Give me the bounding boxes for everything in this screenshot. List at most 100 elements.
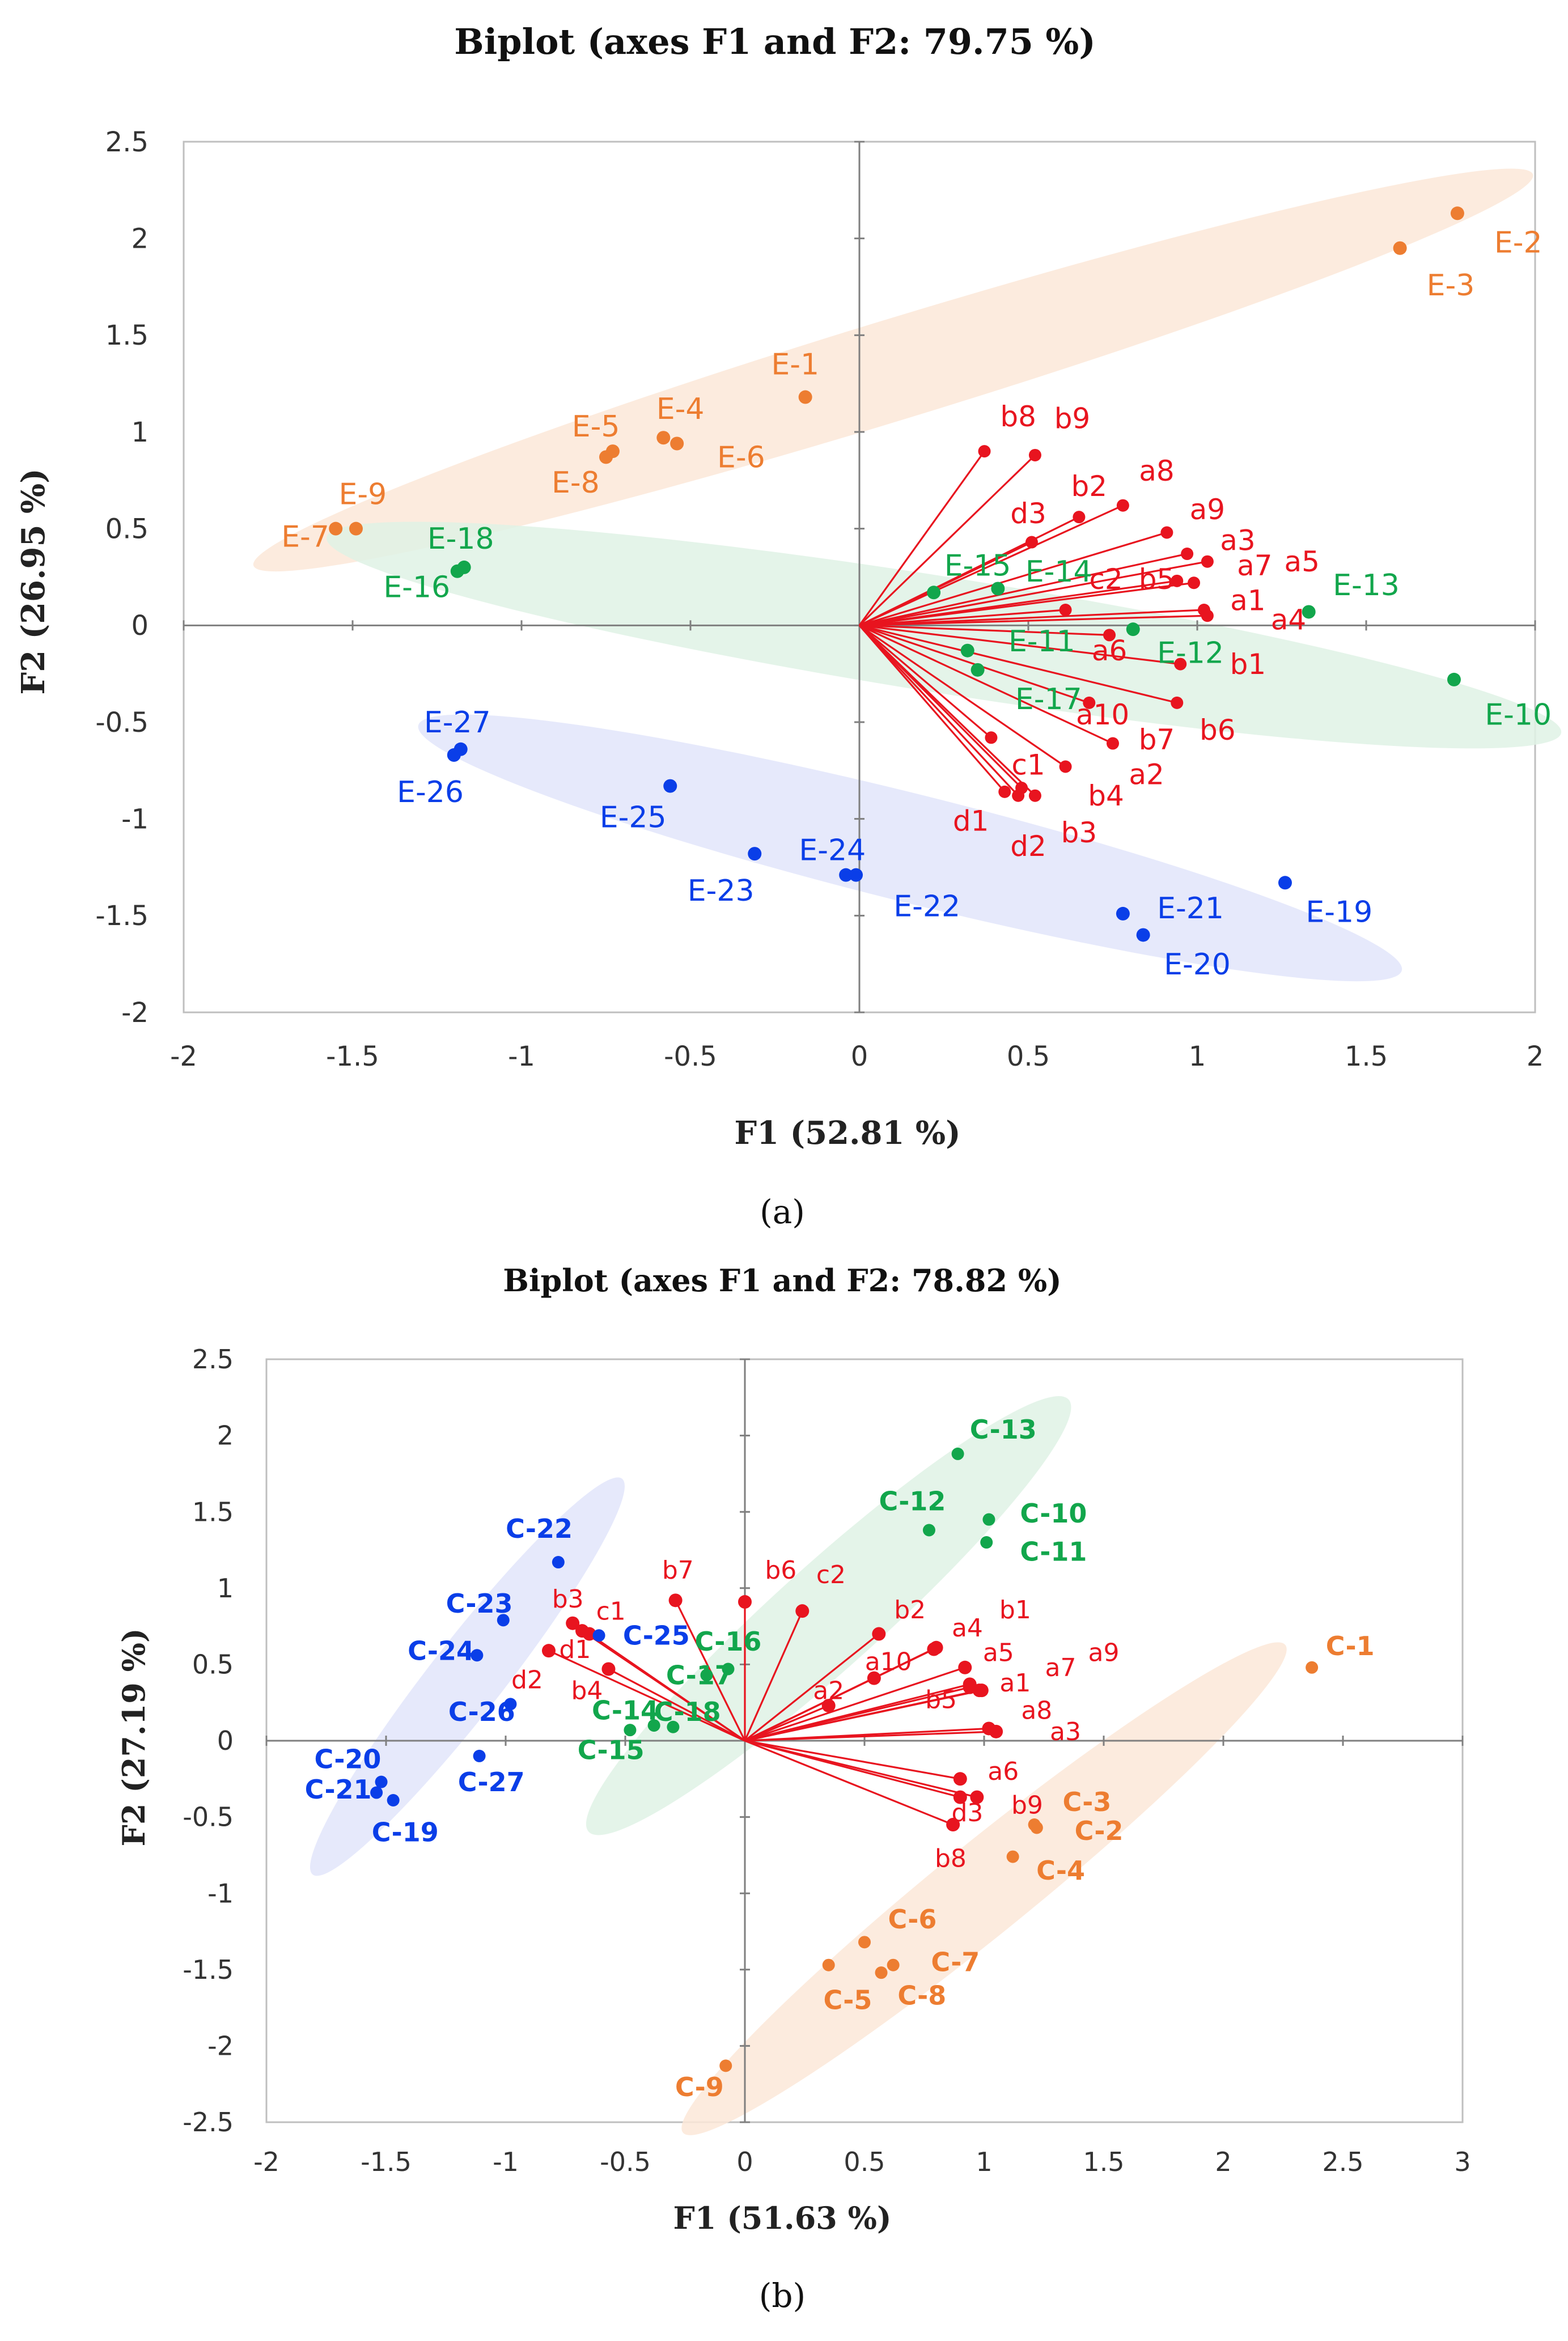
variable-point-a3-a (1181, 548, 1194, 561)
x-tick-label-a: -0.5 (664, 1041, 717, 1072)
observation-point-C-22 (552, 1556, 565, 1569)
x-tick-label-a: -2 (170, 1041, 197, 1072)
variable-vector-b9-a (858, 454, 1036, 626)
observation-label-E-12: E-12 (1157, 636, 1224, 670)
observation-label-C-2: C-2 (1075, 1816, 1124, 1846)
variable-point-a4-a (1201, 609, 1214, 622)
variable-point-b9-b (953, 1790, 967, 1804)
variable-point-b3-b (566, 1616, 580, 1630)
y-tick-label-b: 1.5 (192, 1496, 234, 1527)
observation-label-E-20: E-20 (1164, 948, 1231, 982)
observation-point-C-27 (473, 1749, 486, 1762)
observation-label-C-9: C-9 (675, 2072, 724, 2102)
variable-point-d1-b (575, 1624, 590, 1638)
observation-point-E-22 (849, 868, 863, 882)
variable-label-a5-a: a5 (1285, 545, 1320, 578)
variable-vector-a2-b (744, 1704, 829, 1742)
variable-vector-d1-a (858, 625, 1006, 792)
variable-vector-c1-a (858, 625, 992, 739)
y-tick-label-b: 0.5 (192, 1649, 234, 1680)
variable-vector-b3-a (858, 625, 1036, 796)
observation-point-E-9 (349, 521, 363, 536)
variable-vector-b9-b (744, 1740, 961, 1799)
variable-point-b9-a (1028, 448, 1041, 461)
y-axis-label-b: F2 (27.19 %) (116, 1628, 152, 1846)
observation-point-E-25 (663, 779, 677, 793)
variable-label-c1-a: c1 (1011, 749, 1045, 782)
variable-vector-a5-b (744, 1666, 965, 1742)
variable-point-d1-a (998, 785, 1011, 798)
variable-point-b2-b (872, 1627, 886, 1641)
observation-point-E-7 (329, 521, 343, 536)
variable-label-b5-a: b5 (1139, 563, 1175, 596)
y-tick-label-a: 1 (131, 417, 149, 448)
variable-vector-a1-b (744, 1683, 971, 1742)
variable-point-b6-b (738, 1595, 752, 1609)
observation-point-C-1 (1306, 1661, 1319, 1674)
observation-point-C-25 (592, 1629, 605, 1642)
y-tick-label-b: 1 (217, 1573, 234, 1604)
observation-point-C-3 (1028, 1818, 1041, 1831)
variable-vector-a1-a (859, 609, 1204, 626)
variable-label-b7-b: b7 (662, 1556, 694, 1585)
y-tick-label-a: -0.5 (95, 707, 149, 739)
variable-vector-a4-a (859, 614, 1207, 626)
variable-label-d2-b: d2 (511, 1666, 543, 1695)
variable-point-b7-a (1107, 737, 1119, 750)
observation-point-C-10 (982, 1513, 995, 1526)
variable-vector-a7-a (859, 561, 1208, 626)
variable-label-a6-a: a6 (1092, 634, 1127, 667)
variable-label-b3-b: b3 (552, 1585, 584, 1614)
observation-label-E-15: E-15 (944, 549, 1011, 583)
x-axis-label-b: F1 (51.63 %) (673, 2200, 891, 2236)
biplot-panel-a: Biplot (axes F1 and F2: 79.75 %) -2 -1.5-… (15, 21, 1562, 1231)
variable-vector-a3-b (744, 1731, 997, 1742)
variable-label-a9-b: a9 (1088, 1638, 1120, 1667)
observation-point-E-8 (599, 450, 613, 464)
observation-label-E-8: E-8 (552, 466, 600, 500)
observation-label-C-4: C-4 (1036, 1855, 1085, 1886)
observation-point-E-10 (1447, 672, 1461, 686)
observation-label-E-11: E-11 (1008, 625, 1075, 659)
observation-label-E-23: E-23 (688, 874, 755, 908)
variable-label-a10-a: a10 (1076, 698, 1129, 731)
variable-label-a9-a: a9 (1190, 493, 1225, 526)
y-tick-label-b: 2.5 (192, 1344, 234, 1375)
variable-vector-b5-a (859, 580, 1177, 626)
x-tick-label-a: 0 (851, 1041, 868, 1072)
variable-point-b4-b (601, 1662, 616, 1676)
observation-label-E-5: E-5 (572, 410, 620, 444)
variable-vector-b6-a (859, 624, 1177, 704)
observation-point-E-4 (656, 431, 671, 445)
variable-point-c2-b (795, 1604, 810, 1618)
y-tick-label-b: -1.5 (183, 1954, 234, 1985)
observation-label-C-15: C-15 (578, 1734, 645, 1765)
y-tick-label-b: -1 (207, 1878, 234, 1909)
y-tick-label-a: -1.5 (95, 900, 149, 932)
x-tick-label-b: 1 (976, 2147, 992, 2177)
x-tick-label-a: 2 (1527, 1041, 1544, 1072)
variable-label-b8-b: b8 (935, 1844, 967, 1873)
observation-point-C-9 (719, 2059, 732, 2072)
variable-label-b6-b: b6 (765, 1556, 796, 1585)
x-tick-label-a: 0.5 (1007, 1041, 1050, 1072)
observation-point-E-23 (748, 847, 762, 861)
y-tick-label-a: -2 (121, 997, 149, 1029)
x-tick-label-b: 2 (1215, 2147, 1231, 2177)
observation-label-E-26: E-26 (397, 775, 464, 809)
variable-point-b1-a (1174, 658, 1187, 671)
group-ellipse-green-b (586, 1396, 1071, 1835)
observation-point-C-5 (822, 1958, 835, 1971)
observation-label-C-5: C-5 (823, 1985, 872, 2016)
variable-vector-b2-b (744, 1633, 880, 1742)
observation-label-C-1: C-1 (1326, 1631, 1375, 1661)
variable-vector-a2-a (859, 625, 1066, 767)
variable-vector-a9-a (859, 531, 1167, 626)
group-ellipse-blue-a (418, 714, 1402, 982)
observation-label-E-25: E-25 (600, 800, 667, 834)
observation-label-C-27: C-27 (458, 1767, 525, 1797)
observation-point-E-3 (1393, 241, 1407, 255)
variable-label-b2-b: b2 (894, 1596, 926, 1625)
observation-point-C-23 (497, 1614, 510, 1627)
